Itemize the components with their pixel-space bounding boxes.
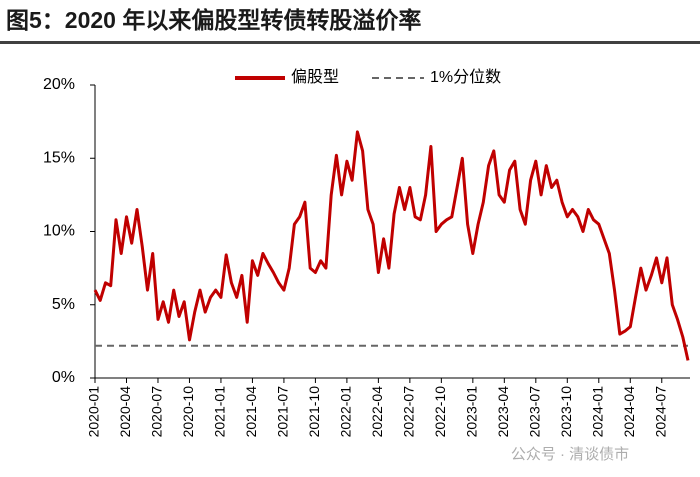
x-tick-label: 2022-01 (338, 386, 354, 438)
y-tick-label: 15% (43, 149, 75, 166)
title-rule (0, 41, 700, 44)
legend-label: 偏股型 (291, 68, 339, 86)
x-tick-label: 2021-01 (212, 386, 228, 438)
x-tick-label: 2022-07 (401, 386, 417, 438)
x-tick-label: 2024-04 (621, 386, 637, 438)
x-tick-label: 2023-10 (558, 386, 574, 438)
x-tick-label: 2023-07 (527, 386, 543, 438)
y-tick-label: 10% (43, 223, 75, 240)
x-tick-label: 2020-10 (180, 386, 196, 438)
y-tick-label: 20% (43, 76, 75, 93)
x-tick-label: 2021-10 (306, 386, 322, 438)
chart-title: 图5：2020 年以来偏股型转债转股溢价率 (6, 7, 421, 33)
x-tick-label: 2020-01 (86, 386, 102, 438)
series-line (93, 130, 690, 361)
watermark: 公众号 · 清谈债市 (511, 446, 629, 463)
x-tick-label: 2021-04 (243, 386, 259, 438)
x-tick-label: 2023-04 (495, 386, 511, 438)
x-tick-label: 2023-01 (464, 386, 480, 438)
x-tick-label: 2020-07 (149, 386, 165, 438)
y-tick-label: 5% (52, 296, 75, 313)
y-tick-label: 0% (52, 369, 75, 386)
x-tick-label: 2020-04 (117, 386, 133, 438)
legend-label: 1%分位数 (430, 68, 501, 86)
x-tick-label: 2021-07 (275, 386, 291, 438)
x-tick-label: 2022-04 (369, 386, 385, 438)
x-tick-label: 2024-01 (589, 386, 605, 438)
x-tick-label: 2024-07 (652, 386, 668, 438)
x-tick-label: 2022-10 (432, 386, 448, 438)
